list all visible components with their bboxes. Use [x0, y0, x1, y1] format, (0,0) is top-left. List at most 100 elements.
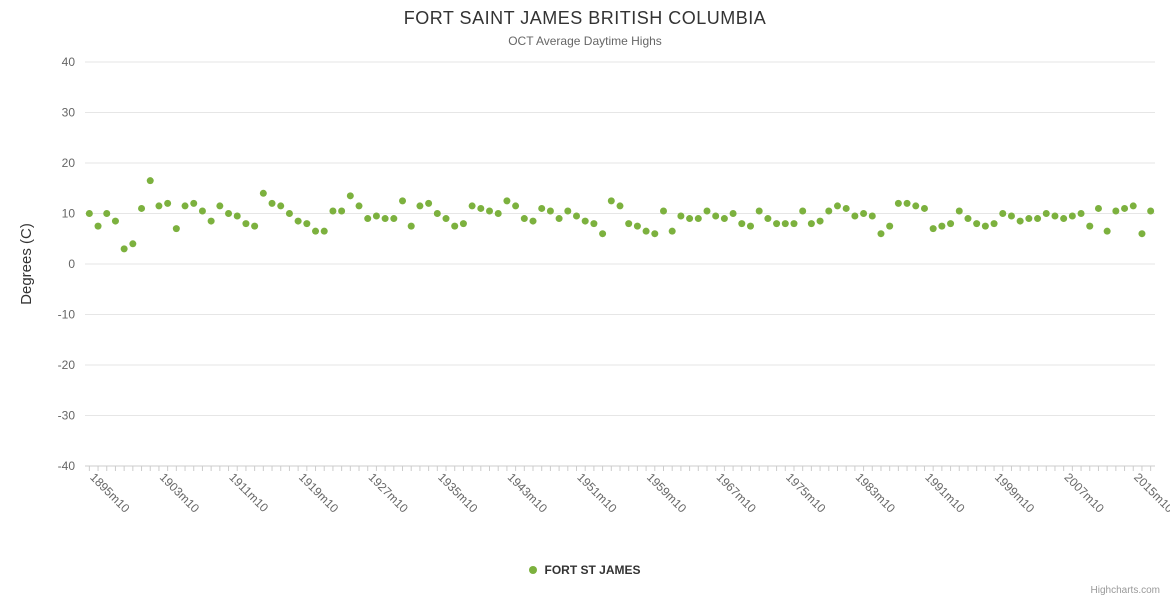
data-point[interactable] — [973, 220, 981, 228]
data-point[interactable] — [285, 210, 293, 217]
data-point[interactable] — [964, 215, 972, 223]
data-point[interactable] — [912, 202, 920, 210]
data-point[interactable] — [1060, 215, 1068, 223]
data-point[interactable] — [947, 220, 955, 228]
data-point[interactable] — [738, 220, 746, 228]
data-point[interactable] — [129, 240, 137, 248]
data-point[interactable] — [503, 197, 511, 205]
data-point[interactable] — [1068, 212, 1076, 220]
data-point[interactable] — [494, 210, 502, 217]
data-point[interactable] — [225, 210, 233, 217]
data-point[interactable] — [555, 215, 563, 223]
data-point[interactable] — [781, 220, 789, 228]
legend-item-fort-st-james[interactable]: FORT ST JAMES — [529, 563, 641, 577]
data-point[interactable] — [477, 204, 485, 212]
data-point[interactable] — [1103, 227, 1111, 235]
data-point[interactable] — [729, 210, 737, 217]
data-point[interactable] — [807, 220, 815, 228]
data-point[interactable] — [155, 202, 163, 210]
data-point[interactable] — [581, 217, 589, 225]
data-point[interactable] — [242, 220, 250, 228]
data-point[interactable] — [416, 202, 424, 210]
data-point[interactable] — [1042, 210, 1050, 217]
data-point[interactable] — [94, 222, 102, 230]
data-point[interactable] — [103, 210, 111, 217]
credits-link[interactable]: Highcharts.com — [1090, 585, 1160, 596]
data-point[interactable] — [746, 222, 754, 230]
data-point[interactable] — [442, 215, 450, 223]
data-point[interactable] — [599, 230, 607, 238]
data-point[interactable] — [468, 202, 476, 210]
data-point[interactable] — [590, 220, 598, 228]
data-point[interactable] — [1025, 215, 1033, 223]
data-point[interactable] — [399, 197, 407, 205]
data-point[interactable] — [146, 177, 154, 185]
data-point[interactable] — [320, 227, 328, 235]
data-point[interactable] — [190, 199, 198, 207]
data-point[interactable] — [929, 225, 937, 233]
data-point[interactable] — [642, 227, 650, 235]
data-point[interactable] — [1147, 207, 1155, 215]
data-point[interactable] — [573, 212, 581, 220]
data-point[interactable] — [1051, 212, 1059, 220]
data-point[interactable] — [677, 212, 685, 220]
data-point[interactable] — [355, 202, 363, 210]
data-point[interactable] — [955, 207, 963, 215]
data-point[interactable] — [825, 207, 833, 215]
data-point[interactable] — [172, 225, 180, 233]
data-point[interactable] — [425, 199, 433, 207]
data-point[interactable] — [773, 220, 781, 228]
data-point[interactable] — [1138, 230, 1146, 238]
data-point[interactable] — [433, 210, 441, 217]
data-point[interactable] — [1007, 212, 1015, 220]
data-point[interactable] — [903, 199, 911, 207]
data-point[interactable] — [616, 202, 624, 210]
data-point[interactable] — [625, 220, 633, 228]
data-point[interactable] — [703, 207, 711, 215]
data-point[interactable] — [277, 202, 285, 210]
data-point[interactable] — [303, 220, 311, 228]
data-point[interactable] — [999, 210, 1007, 217]
data-point[interactable] — [346, 192, 354, 200]
data-point[interactable] — [764, 215, 772, 223]
data-point[interactable] — [181, 202, 189, 210]
data-point[interactable] — [868, 212, 876, 220]
data-point[interactable] — [251, 222, 259, 230]
data-point[interactable] — [372, 212, 380, 220]
data-point[interactable] — [520, 215, 528, 223]
data-point[interactable] — [607, 197, 615, 205]
data-point[interactable] — [198, 207, 206, 215]
data-point[interactable] — [268, 199, 276, 207]
data-point[interactable] — [1016, 217, 1024, 225]
data-point[interactable] — [512, 202, 520, 210]
data-point[interactable] — [990, 220, 998, 228]
data-point[interactable] — [633, 222, 641, 230]
data-point[interactable] — [233, 212, 241, 220]
data-point[interactable] — [111, 217, 119, 225]
data-point[interactable] — [659, 207, 667, 215]
data-point[interactable] — [538, 204, 546, 212]
data-point[interactable] — [886, 222, 894, 230]
data-point[interactable] — [938, 222, 946, 230]
data-point[interactable] — [138, 204, 146, 212]
data-point[interactable] — [390, 215, 398, 223]
data-point[interactable] — [1094, 204, 1102, 212]
data-point[interactable] — [1034, 215, 1042, 223]
data-point[interactable] — [459, 220, 467, 228]
data-point[interactable] — [564, 207, 572, 215]
data-point[interactable] — [1086, 222, 1094, 230]
data-point[interactable] — [920, 204, 928, 212]
data-point[interactable] — [259, 189, 267, 197]
data-point[interactable] — [1112, 207, 1120, 215]
data-point[interactable] — [529, 217, 537, 225]
data-point[interactable] — [338, 207, 346, 215]
data-point[interactable] — [799, 207, 807, 215]
data-point[interactable] — [364, 215, 372, 223]
data-point[interactable] — [894, 199, 902, 207]
data-point[interactable] — [207, 217, 215, 225]
data-point[interactable] — [833, 202, 841, 210]
data-point[interactable] — [860, 210, 868, 217]
data-point[interactable] — [720, 215, 728, 223]
data-point[interactable] — [546, 207, 554, 215]
data-point[interactable] — [851, 212, 859, 220]
